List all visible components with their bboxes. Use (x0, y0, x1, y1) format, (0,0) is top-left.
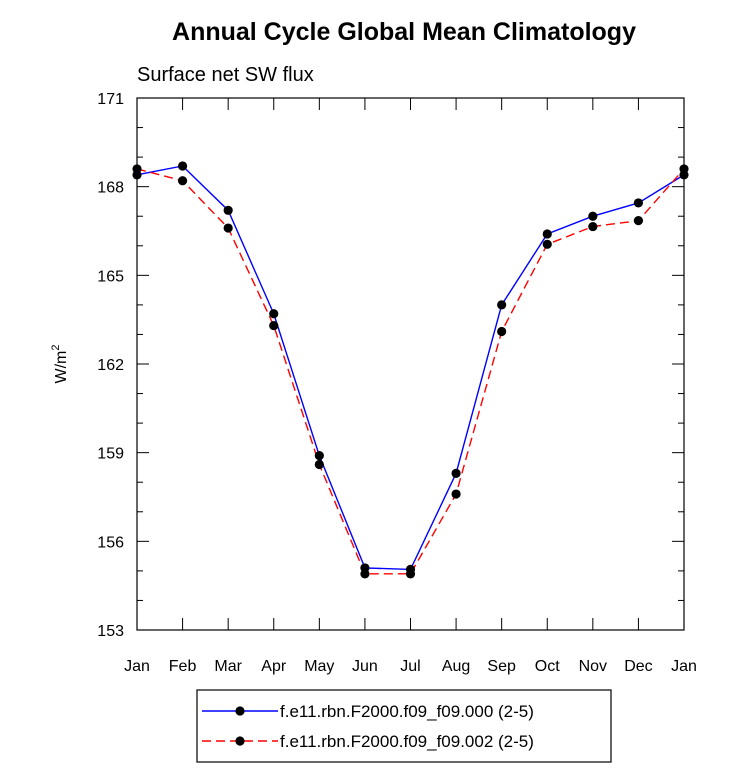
data-point (588, 221, 598, 232)
data-point (177, 176, 188, 186)
chart-title: Annual Cycle Global Mean Climatology (172, 18, 636, 46)
data-point (269, 320, 279, 331)
plot-frame (136, 97, 685, 631)
x-tick-labels: Jan Feb Mar Apr May Jun Jul Aug Sep Oct Nov Dec Jan (124, 658, 697, 675)
y-tick-labels: 171 168 165 162 159 156 153 (97, 91, 124, 640)
legend-marker-1 (235, 736, 245, 746)
legend-marker-0 (235, 706, 245, 716)
data-point (223, 223, 233, 233)
x-tick-label: Dec (624, 658, 652, 675)
data-point (177, 161, 188, 171)
x-tick-label: Mar (214, 658, 242, 675)
y-tick-label: 162 (97, 357, 124, 374)
data-point (633, 216, 644, 226)
y-axis-label-base: W/m (53, 351, 70, 384)
x-tick-label: Oct (535, 658, 560, 675)
data-point (405, 569, 416, 579)
y-tick-label: 171 (97, 91, 124, 108)
x-tick-label: Feb (169, 658, 197, 675)
x-tick-label: Jun (352, 658, 378, 675)
data-point (269, 309, 279, 319)
series-line-0 (136, 165, 685, 571)
x-tick-label: Nov (579, 658, 607, 675)
data-point (314, 459, 324, 470)
legend-label-0: f.e11.rbn.F2000.f09_f09.000 (2-5) (280, 702, 534, 721)
x-tick-label: May (304, 658, 334, 675)
legend-box (196, 689, 612, 763)
data-point (542, 239, 552, 249)
y-tick-label: 156 (97, 534, 124, 551)
y-tick-label: 168 (97, 180, 124, 197)
legend-label-1: f.e11.rbn.F2000.f09_f09.002 (2-5) (280, 732, 534, 751)
data-point (451, 468, 461, 478)
y-axis-label-sup: 2 (50, 345, 62, 351)
data-point (542, 229, 552, 239)
ticks-layer (136, 97, 685, 631)
x-tick-label: Jan (124, 658, 150, 675)
data-point (223, 205, 233, 215)
legend: f.e11.rbn.F2000.f09_f09.000 (2-5) f.e11.r… (196, 689, 612, 763)
legend-items: f.e11.rbn.F2000.f09_f09.000 (2-5) f.e11.r… (202, 702, 534, 751)
y-tick-label: 159 (97, 446, 124, 463)
data-point (451, 489, 461, 499)
series-layer (132, 161, 689, 579)
data-point (497, 300, 507, 310)
y-tick-label: 153 (97, 623, 124, 640)
x-tick-label: Aug (442, 658, 470, 675)
y-axis-label: W/m2 (50, 345, 70, 384)
series-line-1 (136, 168, 685, 575)
y-tick-label: 165 (97, 268, 124, 285)
data-point (588, 211, 598, 221)
data-point (360, 569, 370, 579)
x-tick-label: Sep (487, 658, 516, 675)
data-point (497, 326, 507, 337)
x-tick-label: Apr (261, 658, 287, 675)
x-tick-label: Jul (400, 658, 420, 675)
data-point (314, 451, 324, 461)
data-point (633, 198, 644, 208)
chart-subtitle: Surface net SW flux (137, 64, 314, 86)
x-tick-label: Jan (671, 658, 697, 675)
